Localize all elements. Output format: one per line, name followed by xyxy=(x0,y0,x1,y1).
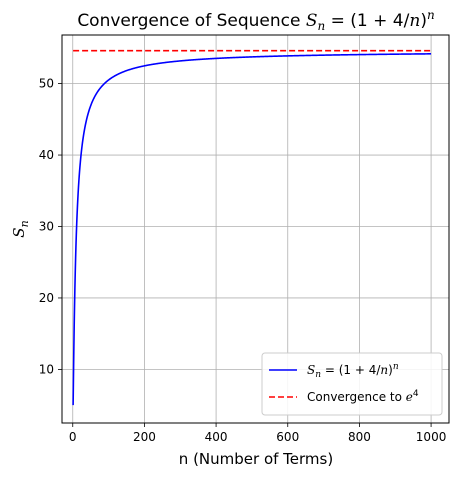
y-tick-label: 30 xyxy=(39,219,54,233)
y-tick-label: 20 xyxy=(39,291,54,305)
legend-label-series-2: Convergence to e4 xyxy=(307,389,419,404)
legend: Sn = (1 + 4/n)n Convergence to e4 xyxy=(261,352,443,416)
chart-title: Convergence of Sequence Sn = (1 + 4/n)n xyxy=(77,8,434,33)
y-tick-label: 10 xyxy=(39,362,54,376)
y-tick-label: 40 xyxy=(39,148,54,162)
plot-area: 0 200 400 600 800 1000 10 20 30 40 50 xyxy=(39,34,450,444)
x-tick-label: 0 xyxy=(69,430,77,444)
x-tick-label: 1000 xyxy=(416,430,447,444)
x-tick-label: 600 xyxy=(276,430,299,444)
x-tick-label: 200 xyxy=(133,430,156,444)
x-axis-title: n (Number of Terms) xyxy=(179,450,333,468)
plot-frame xyxy=(61,34,450,424)
series-layer xyxy=(72,49,432,406)
legend-label-series-1: Sn = (1 + 4/n)n xyxy=(307,362,399,380)
chart-title-prefix: Convergence of Sequence xyxy=(77,11,306,31)
series-line-sequence xyxy=(72,53,432,406)
x-tick-label: 800 xyxy=(348,430,371,444)
legend-box xyxy=(261,352,443,416)
y-tick-label: 50 xyxy=(39,77,54,91)
x-tick-label: 400 xyxy=(205,430,228,444)
ticks: 0 200 400 600 800 1000 10 20 30 40 50 xyxy=(39,77,447,444)
grid xyxy=(62,35,449,423)
y-axis-title: Sn xyxy=(10,220,31,237)
